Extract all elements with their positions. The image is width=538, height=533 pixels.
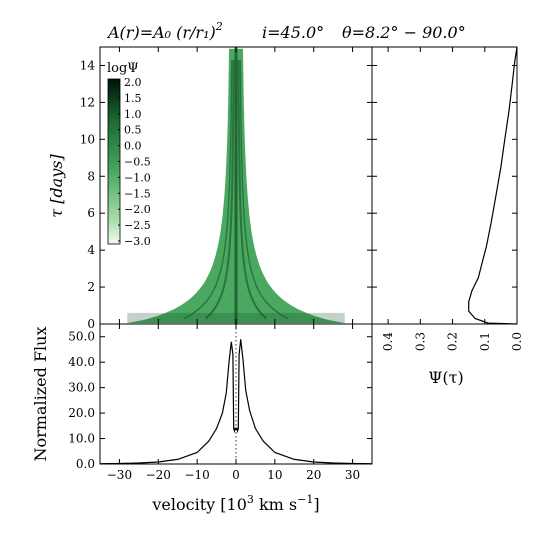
main-y-tick-label: 8: [87, 169, 95, 183]
bottom-x-axis-label: velocity [103 km s−1]: [151, 493, 319, 514]
colorbar-tick-label: −0.5: [124, 156, 151, 169]
main-y-tick-label: 0: [87, 317, 95, 331]
title-inclination: i=45.0°: [262, 23, 324, 42]
bottom-x-tick-label: 20: [306, 468, 321, 482]
bottom-y-tick-label: 30.0: [68, 381, 95, 395]
colorbar-label: logΨ: [107, 61, 139, 76]
title-theta-range: θ=8.2° − 90.0°: [342, 23, 466, 42]
bottom-y-axis: 0.0 10.0 20.0 30.0 40.0 50.0: [68, 330, 372, 471]
bottom-x-axis: −30 −20 −10 0 10 20 30: [107, 324, 360, 482]
right-x-tick-label: 0.3: [413, 332, 427, 351]
texture-streak: [237, 59, 267, 320]
texture-streak: [239, 59, 289, 320]
bottom-x-tick-label: −30: [107, 468, 132, 482]
delay-distribution-panel: 0.4 0.3 0.2 0.1 0.0 Ψ(τ): [371, 46, 524, 387]
main-y-tick-label: 12: [80, 95, 95, 109]
bottom-x-tick-label: 10: [267, 468, 282, 482]
main-y-tick-label: 10: [80, 132, 95, 146]
colorbar-tick-label: −2.0: [124, 203, 151, 216]
bottom-y-tick-label: 0.0: [76, 457, 95, 471]
transfer-function-panel: 0 2 4 6 8 10 12 14 τ [days] logΨ 2.0 1.5 1.0 0.5 0.…: [47, 46, 373, 331]
colorbar: logΨ 2.0 1.5 1.0 0.5 0.0 −0.5 −1.0 −1.5 −2.0 −2.5…: [107, 61, 151, 248]
flux-profile-curve: [99, 339, 373, 465]
bottom-x-tick-label: 0: [232, 468, 240, 482]
bottom-y-tick-label: 50.0: [68, 330, 95, 344]
transfer-function-map: [127, 47, 345, 324]
bottom-y-tick-label: 10.0: [68, 432, 95, 446]
right-x-axis-label: Ψ(τ): [428, 368, 463, 387]
right-panel-frame: [371, 46, 518, 325]
main-y-tick-label: 4: [87, 243, 95, 257]
colorbar-ticks: 2.0 1.5 1.0 0.5 0.0 −0.5 −1.0 −1.5 −2.0 −2.5 −3.0: [118, 76, 151, 248]
texture-streak: [205, 59, 235, 320]
texture-streak: [183, 59, 233, 320]
colorbar-tick-label: 1.0: [124, 108, 142, 121]
transfer-function-texture: [127, 47, 345, 324]
psi-tau-curve: [468, 46, 518, 325]
main-y-axis-label: τ [days]: [47, 154, 66, 218]
colorbar-tick-label: 1.5: [124, 92, 142, 105]
right-x-tick-label: 0.0: [510, 332, 524, 351]
right-x-axis: 0.4 0.3 0.2 0.1 0.0: [372, 47, 524, 351]
right-x-tick-label: 0.1: [478, 332, 492, 351]
main-y-tick-label: 6: [87, 206, 95, 220]
colorbar-tick-label: −1.0: [124, 171, 151, 184]
colorbar-tick-label: 2.0: [124, 76, 142, 89]
main-y-tick-label: 14: [80, 58, 96, 72]
main-y-axis: 0 2 4 6 8 10 12 14: [80, 58, 372, 331]
colorbar-tick-label: −2.5: [124, 219, 151, 232]
texture-base-band: [127, 312, 345, 324]
bottom-x-tick-label: −10: [184, 468, 209, 482]
bottom-x-tick-label: −20: [146, 468, 171, 482]
colorbar-tick-label: 0.0: [124, 140, 142, 153]
bottom-y-axis-label: Normalized Flux: [31, 327, 50, 462]
line-profile-panel: 0.0 10.0 20.0 30.0 40.0 50.0 −30 −20 −10 0 10 20 30…: [31, 323, 373, 514]
right-x-tick-label: 0.2: [446, 332, 460, 351]
right-x-tick-label: 0.4: [381, 332, 395, 351]
figure-title: A(r)=A₀ (r/r₁)2 i=45.0° θ=8.2° − 90.0°: [106, 20, 466, 42]
colorbar-tick-label: −3.0: [124, 235, 151, 248]
bottom-y-tick-label: 20.0: [68, 406, 95, 420]
title-amplitude-law: A(r)=A₀ (r/r₁)2: [106, 20, 223, 42]
main-y-tick-label: 2: [87, 280, 95, 294]
bottom-y-tick-label: 40.0: [68, 355, 95, 369]
bottom-x-tick-label: 30: [345, 468, 360, 482]
colorbar-tick-label: 0.5: [124, 124, 142, 137]
main-x-ticks: [118, 47, 354, 324]
colorbar-tick-label: −1.5: [124, 187, 151, 200]
